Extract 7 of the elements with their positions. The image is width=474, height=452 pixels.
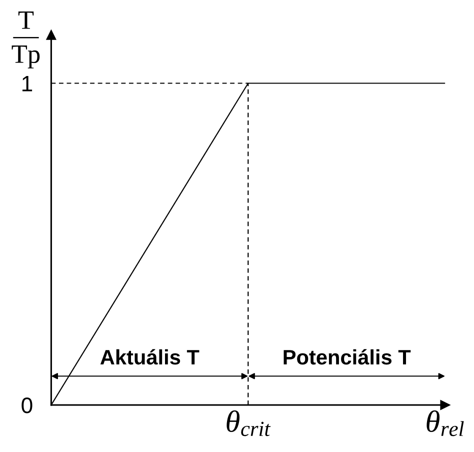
x-tick-label: θ$_{crit}$: [226, 410, 271, 436]
x-tick-label: θ$_{rel}$: [426, 410, 464, 436]
y-axis-title: T Tp: [12, 11, 40, 68]
annotation: Potenciális T: [284, 349, 411, 365]
y-tick-label: 1: [22, 76, 32, 92]
annotation: Aktuális T: [100, 349, 200, 365]
y-tick-label: 0: [22, 398, 32, 414]
